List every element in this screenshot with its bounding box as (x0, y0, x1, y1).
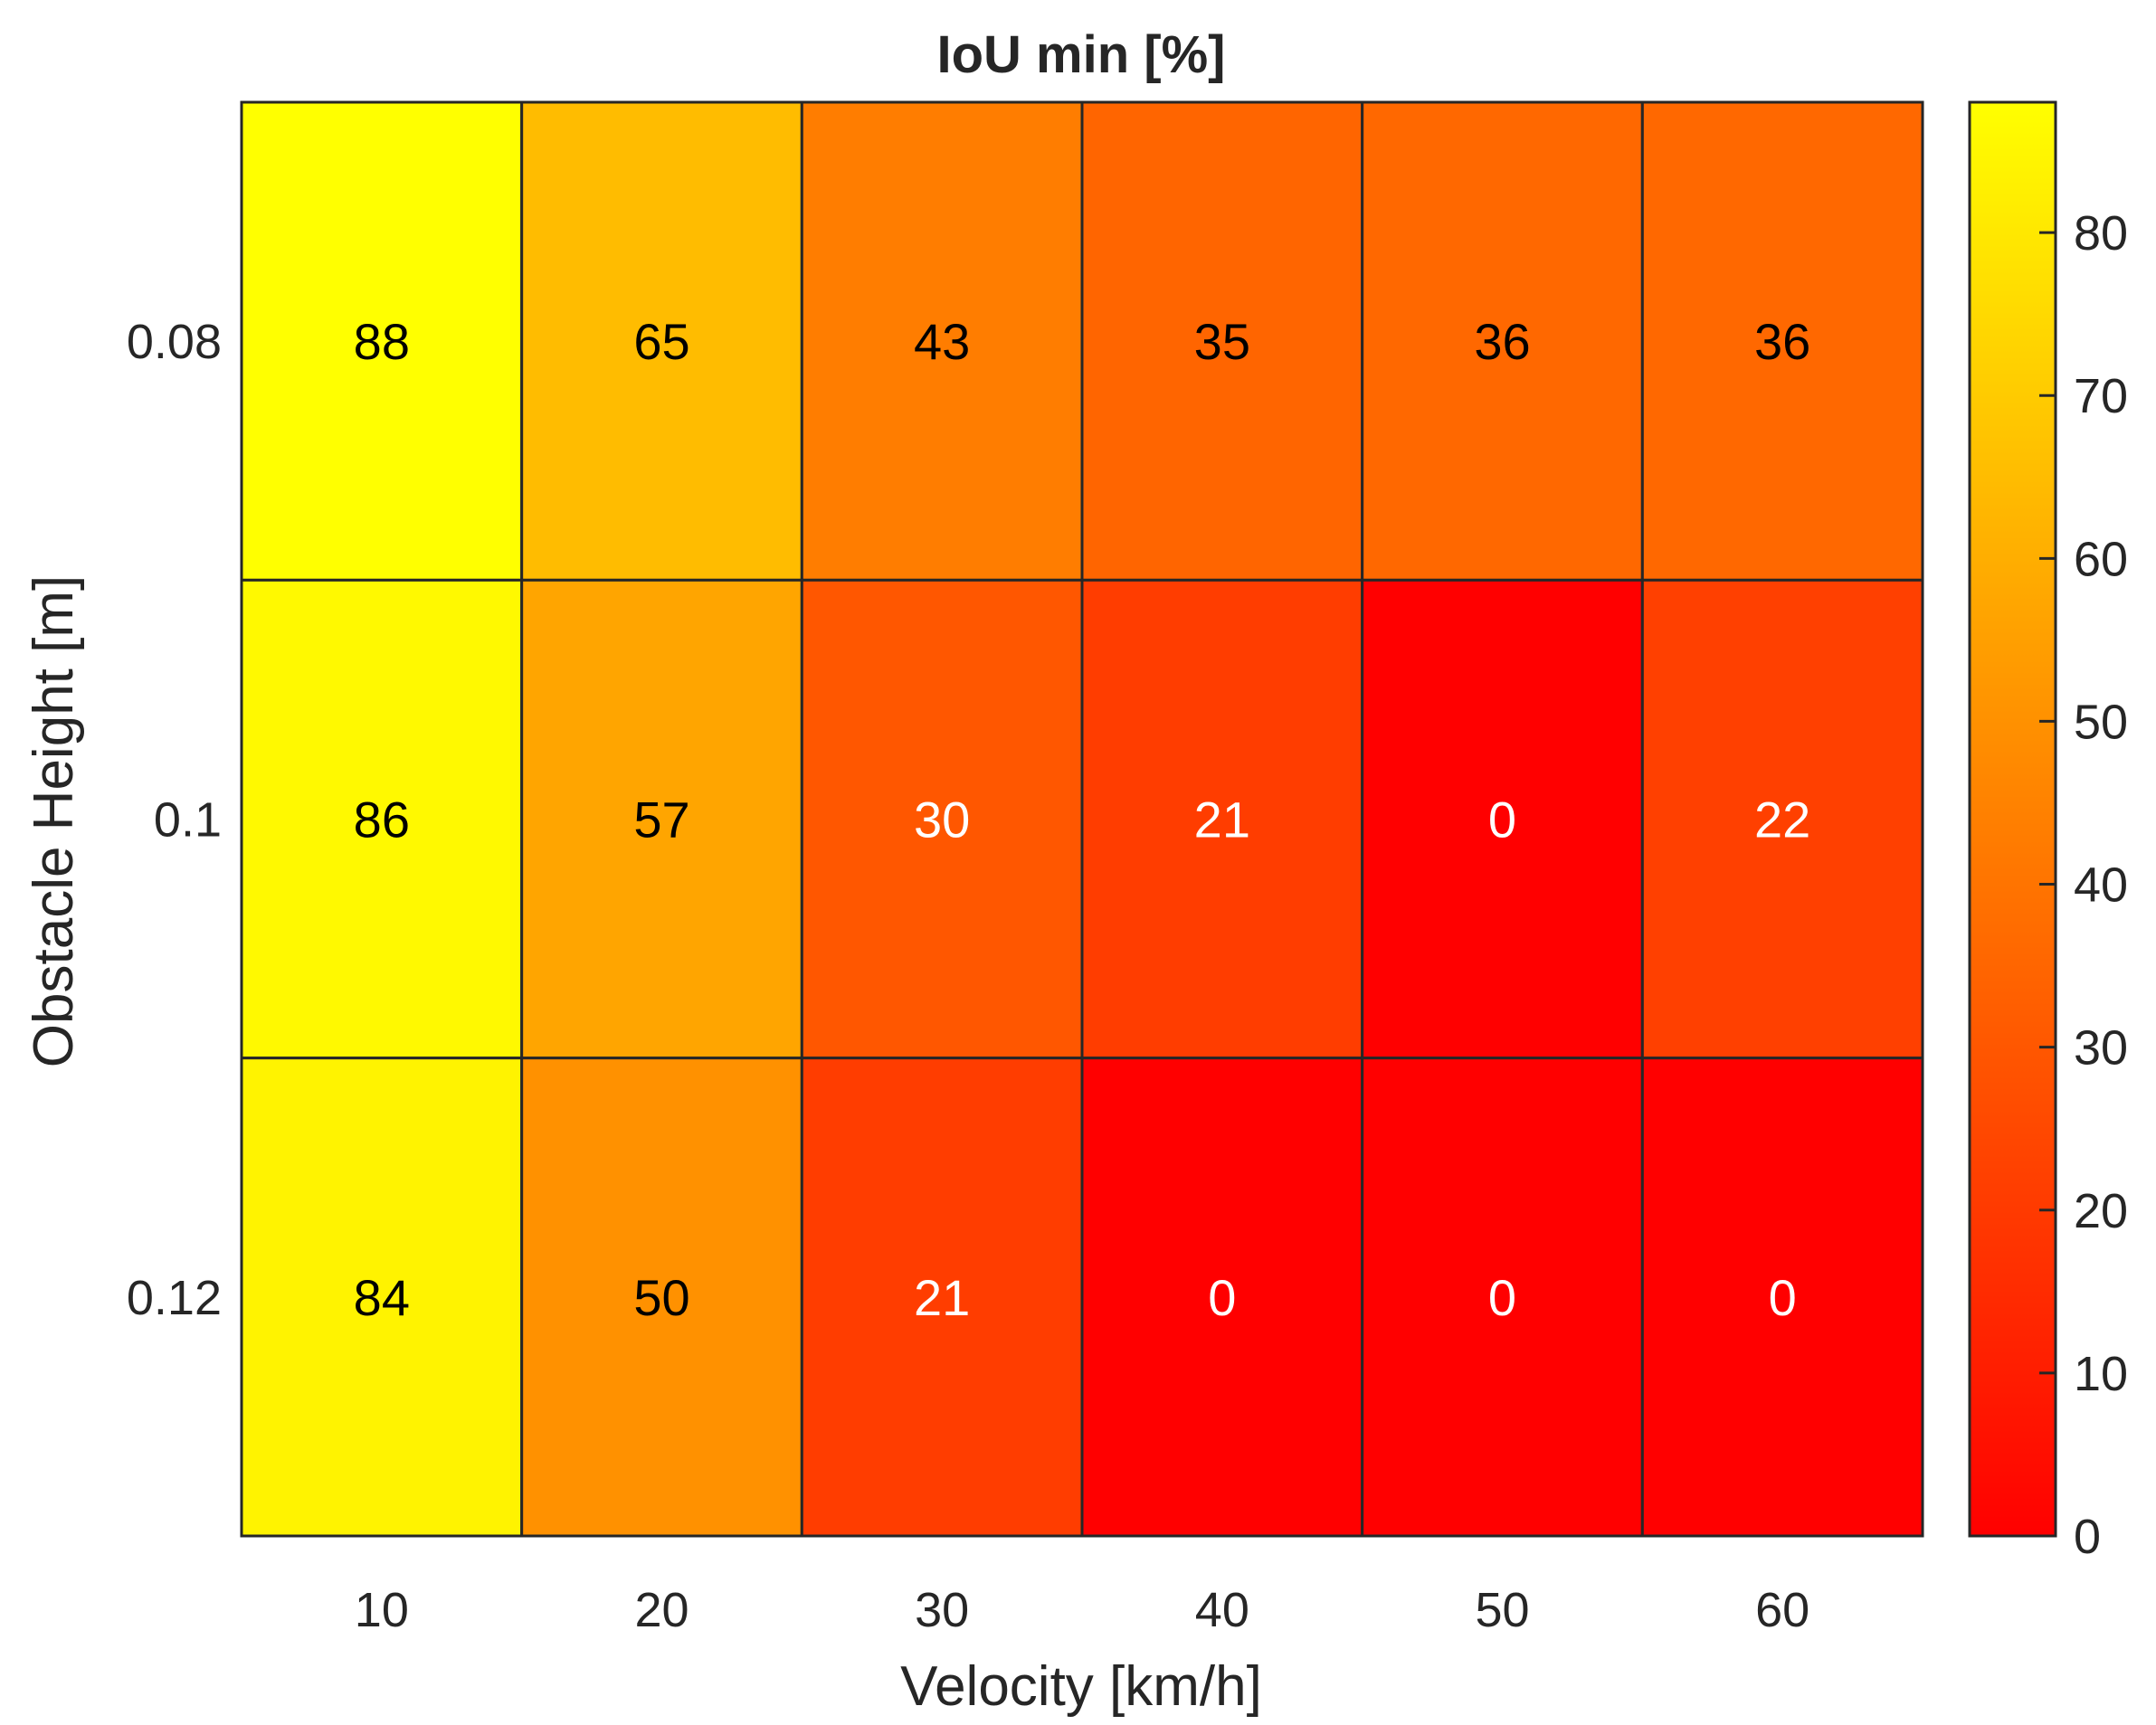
heatmap-cell (240, 1057, 524, 1538)
y-tick-label: 0.1 (154, 793, 222, 848)
x-tick-label: 20 (634, 1583, 689, 1637)
colorbar-tick-label: 30 (2074, 1021, 2128, 1076)
cell-value-label: 0 (1208, 1269, 1236, 1326)
cell-value-label: 0 (1488, 1269, 1516, 1326)
cell-value-label: 65 (633, 313, 689, 370)
cell-value-label: 50 (633, 1269, 689, 1326)
heatmap-cell (1361, 100, 1644, 582)
x-tick-label: 40 (1195, 1583, 1249, 1637)
colorbar-tick-label: 0 (2074, 1510, 2101, 1564)
colorbar-tick-label: 80 (2074, 206, 2128, 261)
x-tick-label: 60 (1755, 1583, 1809, 1637)
cell-value-label: 0 (1488, 791, 1516, 848)
colorbar (1968, 100, 2057, 1538)
cell-value-label: 21 (1194, 791, 1250, 848)
y-axis-label: Obstacle Height [m] (23, 575, 85, 1067)
heatmap-cell (1640, 1057, 1924, 1538)
x-axis-label: Velocity [km/h] (900, 1655, 1262, 1718)
colorbar-tick-label: 40 (2074, 858, 2128, 913)
cell-value-label: 30 (914, 791, 970, 848)
cell-value-label: 35 (1194, 313, 1250, 370)
colorbar-tick-label: 60 (2074, 532, 2128, 586)
colorbar-tick-label: 10 (2074, 1347, 2128, 1401)
cell-value-label: 21 (914, 1269, 970, 1326)
cell-value-label: 22 (1754, 791, 1810, 848)
heatmap-cell (800, 1057, 1084, 1538)
x-tick-label: 30 (915, 1583, 969, 1637)
cell-value-label: 84 (354, 1269, 410, 1326)
chart-title: IoU min [%] (937, 25, 1226, 84)
colorbar-tick-label: 70 (2074, 369, 2128, 423)
cell-value-label: 88 (354, 313, 410, 370)
x-tick-label: 50 (1475, 1583, 1529, 1637)
heatmap-cell (1640, 100, 1924, 582)
colorbar-ticks: 0 10 20 30 40 50 60 70 80 (2039, 206, 2128, 1564)
cell-value-label: 36 (1754, 313, 1810, 370)
heatmap-cell (520, 1057, 803, 1538)
heatmap-cell (1080, 1057, 1364, 1538)
cell-value-label: 57 (633, 791, 689, 848)
x-axis-ticks: 10 20 30 40 50 60 (355, 1583, 1809, 1637)
x-tick-label: 10 (355, 1583, 409, 1637)
cell-value-label: 86 (354, 791, 410, 848)
heatmap-cell (1080, 578, 1364, 1060)
cell-value-label: 36 (1474, 313, 1530, 370)
heatmap-cell (800, 100, 1084, 582)
colorbar-tick-label: 20 (2074, 1184, 2128, 1238)
heatmap-cell (520, 100, 803, 582)
heatmap-cell (1080, 100, 1364, 582)
y-axis-ticks: 0.08 0.1 0.12 (127, 315, 222, 1325)
heatmap-cell (1361, 1057, 1644, 1538)
heatmap-cell (1640, 578, 1924, 1060)
heatmap-cells: 88 65 43 35 36 36 86 57 30 21 0 22 84 50 21 0 0 0 (240, 100, 1924, 1538)
y-tick-label: 0.12 (127, 1271, 222, 1325)
heatmap-cell (240, 100, 524, 582)
heatmap-cell (520, 578, 803, 1060)
cell-value-label: 0 (1769, 1269, 1797, 1326)
cell-value-label: 43 (914, 313, 970, 370)
colorbar-tick-label: 50 (2074, 695, 2128, 749)
y-tick-label: 0.08 (127, 315, 222, 369)
